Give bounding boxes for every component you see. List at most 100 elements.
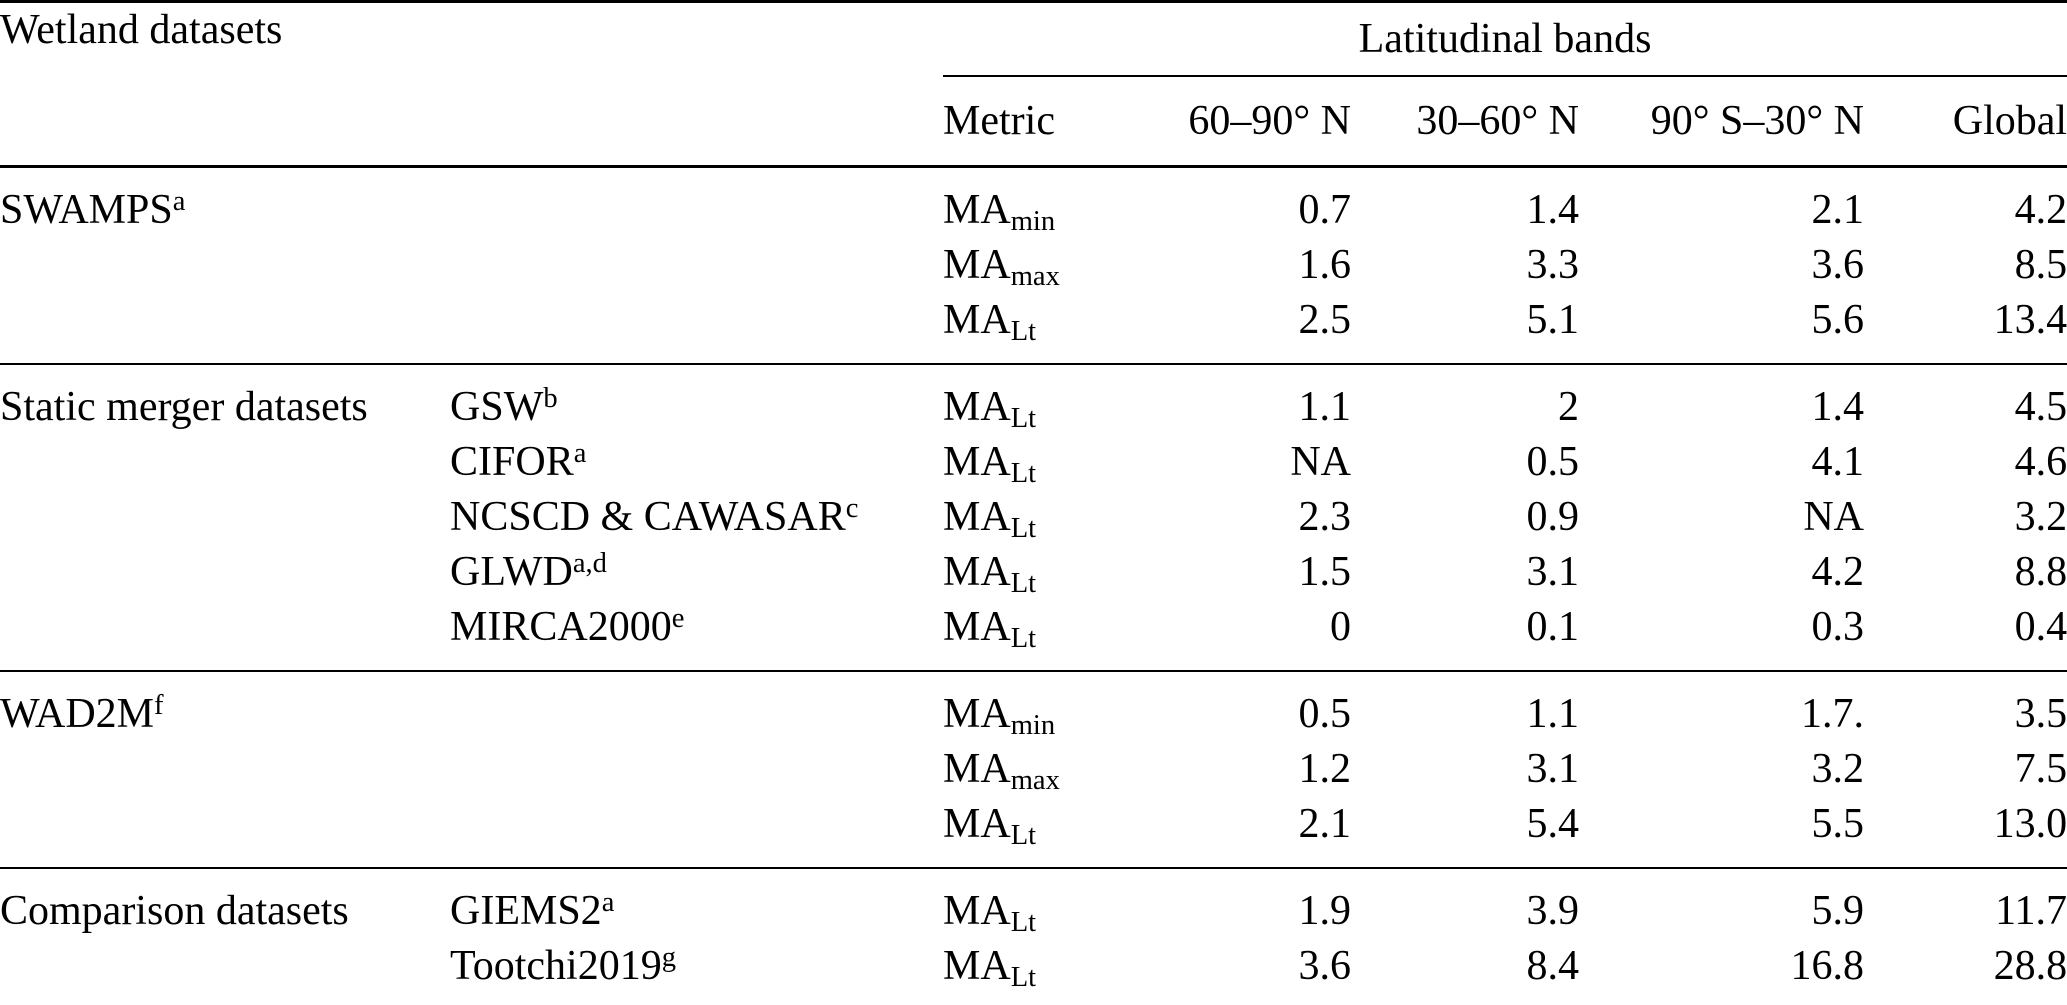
metric-base: MA xyxy=(943,242,1011,288)
band-header-label: Latitudinal bands xyxy=(1358,15,1652,62)
value-cell: 1.9 xyxy=(1298,888,1352,934)
group-superscript: f xyxy=(154,690,164,722)
value-cell: 0 xyxy=(1330,604,1352,650)
value-cell: 0.5 xyxy=(1298,691,1352,737)
value-cell: 2 xyxy=(1558,384,1580,430)
table-row: CIFORa MALt NA 0.5 4.1 4.6 xyxy=(0,435,2067,490)
dataset-label: GSW xyxy=(450,384,544,430)
value-cell: 2.1 xyxy=(1298,801,1352,847)
value-cell: 0.7 xyxy=(1298,187,1352,233)
value-cell: 4.6 xyxy=(2014,439,2067,485)
table-row: MALt 2.1 5.4 5.5 13.0 xyxy=(0,797,2067,868)
metric-base: MA xyxy=(943,691,1011,737)
dataset-label: MIRCA2000 xyxy=(450,604,672,650)
metric-cell: MALt xyxy=(943,435,1123,490)
table-row: NCSCD & CAWASARc MALt 2.3 0.9 NA 3.2 xyxy=(0,490,2067,545)
value-cell: 0.5 xyxy=(1526,439,1580,485)
value-cell: 4.5 xyxy=(2014,384,2067,430)
col-header-60-90n: 60–90° N xyxy=(1123,76,1352,168)
value-cell: 3.9 xyxy=(1526,888,1580,934)
metric-subscript: Lt xyxy=(1010,315,1037,347)
dataset-label: Tootchi2019 xyxy=(450,943,662,989)
table-row: SWAMPSa MAmin 0.7 1.4 2.1 4.2 xyxy=(0,167,2067,239)
metric-cell: MAmin xyxy=(943,671,1123,742)
col-header-90s-30n: 90° S–30° N xyxy=(1579,76,1865,168)
metric-cell: MALt xyxy=(943,545,1123,600)
metric-base: MA xyxy=(943,439,1011,485)
table-row: MALt 2.5 5.1 5.6 13.4 xyxy=(0,293,2067,364)
value-cell: 8.8 xyxy=(2014,549,2067,595)
group-name: WAD2M xyxy=(0,691,154,737)
metric-cell: MALt xyxy=(943,939,1123,1005)
metric-subscript: max xyxy=(1010,260,1060,292)
value-cell: 1.7. xyxy=(1801,691,1865,737)
value-cell: 1.4 xyxy=(1526,187,1580,233)
value-cell: 0.9 xyxy=(1526,494,1580,540)
value-cell: 0.1 xyxy=(1526,604,1580,650)
value-cell: 1.5 xyxy=(1298,549,1352,595)
band-header: Latitudinal bands xyxy=(943,1,2067,77)
metric-base: MA xyxy=(943,384,1011,430)
metric-base: MA xyxy=(943,888,1011,934)
section-comparison: Comparison datasets GIEMS2a MALt 1.9 3.9… xyxy=(0,868,2067,1005)
col-header-30-60n: 30–60° N xyxy=(1351,76,1580,168)
group-name: Static merger datasets xyxy=(0,384,368,430)
value-cell: 8.4 xyxy=(1526,943,1580,989)
dataset-label: GIEMS2 xyxy=(450,888,602,934)
group-label: Static merger datasets xyxy=(0,364,450,671)
dataset-superscript: a,d xyxy=(572,548,607,580)
metric-base: MA xyxy=(943,297,1011,343)
dataset-superscript: b xyxy=(543,383,558,415)
group-name: SWAMPS xyxy=(0,187,173,233)
value-cell: 3.1 xyxy=(1526,549,1580,595)
value-cell: 3.1 xyxy=(1526,746,1580,792)
group-name: Comparison datasets xyxy=(0,888,349,934)
table-row: Comparison datasets GIEMS2a MALt 1.9 3.9… xyxy=(0,868,2067,939)
empty-cell xyxy=(450,671,943,868)
dataset-superscript: e xyxy=(671,603,685,635)
table-header: Wetland datasets Latitudinal bands Metri… xyxy=(0,1,2067,168)
col-header-global: Global xyxy=(1864,76,2067,168)
value-cell: 3.6 xyxy=(1298,943,1352,989)
metric-base: MA xyxy=(943,494,1011,540)
value-cell: 1.1 xyxy=(1298,384,1352,430)
metric-cell: MALt xyxy=(943,868,1123,939)
value-cell: 5.6 xyxy=(1811,297,1865,343)
metric-subscript: max xyxy=(1010,764,1060,796)
value-cell: 1.4 xyxy=(1811,384,1865,430)
value-cell: 11.7 xyxy=(1995,888,2067,934)
metric-subscript: Lt xyxy=(1010,457,1037,489)
table-row: MAmax 1.2 3.1 3.2 7.5 xyxy=(0,742,2067,797)
metric-subscript: Lt xyxy=(1010,819,1037,851)
table-row: Metric 60–90° N 30–60° N 90° S–30° N Glo… xyxy=(0,76,2067,168)
group-label: Comparison datasets xyxy=(0,868,450,1005)
empty-cell xyxy=(450,167,943,365)
table-row: MIRCA2000e MALt 0 0.1 0.3 0.4 xyxy=(0,600,2067,671)
dataset-superscript: a xyxy=(573,438,587,470)
value-cell: 4.2 xyxy=(2014,187,2067,233)
dataset-name: MIRCA2000e xyxy=(450,600,943,671)
value-cell: 5.1 xyxy=(1526,297,1580,343)
metric-base: MA xyxy=(943,943,1011,989)
dataset-name: NCSCD & CAWASARc xyxy=(450,490,943,545)
value-cell: 3.6 xyxy=(1811,242,1865,288)
corner-header: Wetland datasets xyxy=(0,1,944,168)
metric-base: MA xyxy=(943,604,1011,650)
metric-base: MA xyxy=(943,746,1011,792)
metric-subscript: Lt xyxy=(1010,567,1037,599)
dataset-name: Tootchi2019g xyxy=(450,939,943,1005)
dataset-name: GLWDa,d xyxy=(450,545,943,600)
value-cell: 13.0 xyxy=(1993,801,2067,847)
metric-cell: MALt xyxy=(943,490,1123,545)
dataset-label: CIFOR xyxy=(450,439,574,485)
value-cell: 2.5 xyxy=(1298,297,1352,343)
value-cell: 16.8 xyxy=(1790,943,1865,989)
value-cell: 13.4 xyxy=(1993,297,2067,343)
value-cell: 3.2 xyxy=(1811,746,1865,792)
metric-cell: MALt xyxy=(943,797,1123,868)
value-cell: 2.1 xyxy=(1811,187,1865,233)
value-cell: 4.1 xyxy=(1811,439,1865,485)
metric-subscript: Lt xyxy=(1010,961,1037,993)
